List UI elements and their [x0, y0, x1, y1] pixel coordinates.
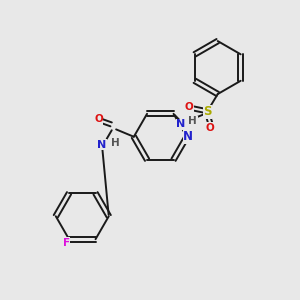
- Text: N: N: [176, 119, 185, 129]
- Text: F: F: [62, 238, 70, 248]
- Text: O: O: [185, 102, 194, 112]
- Text: H: H: [188, 116, 197, 126]
- Text: H: H: [111, 138, 119, 148]
- Text: O: O: [94, 114, 103, 124]
- Text: N: N: [97, 140, 106, 150]
- Text: N: N: [183, 130, 193, 143]
- Text: S: S: [203, 105, 212, 118]
- Text: O: O: [206, 123, 215, 133]
